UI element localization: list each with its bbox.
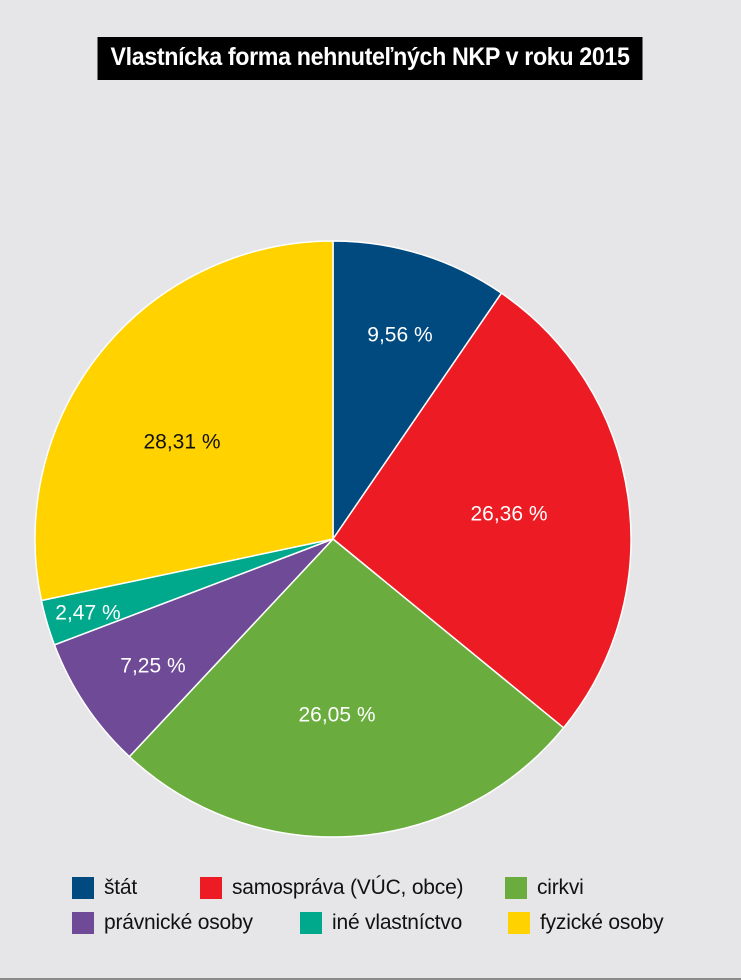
legend: štát samospráva (VÚC, obce) cirkvi právn… xyxy=(72,876,712,946)
legend-row: štát samospráva (VÚC, obce) cirkvi xyxy=(72,876,712,911)
legend-label-fyzicke-osoby: fyzické osoby xyxy=(540,911,664,934)
legend-item-fyzicke-osoby: fyzické osoby xyxy=(508,911,664,935)
pie-slice-fyzicke-osoby xyxy=(34,240,334,602)
slice-label-samosprava-vuc-obce: 26,36 % xyxy=(470,503,547,526)
legend-swatch-fyzicke-osoby xyxy=(508,912,530,934)
slice-label-ine-vlastnictvo: 2,47 % xyxy=(55,602,120,625)
legend-swatch-ine-vlastnictvo xyxy=(300,912,322,934)
chart-title: Vlastnícka forma nehnuteľných NKP v roku… xyxy=(97,37,644,80)
title-bar: Vlastnícka forma nehnuteľných NKP v roku… xyxy=(0,37,741,80)
pie-slice-cirkvi xyxy=(128,537,565,838)
pie-slice-samosprava-vuc-obce xyxy=(331,292,632,729)
slice-label-pravnicke-osoby: 7,25 % xyxy=(120,655,185,678)
legend-swatch-stat xyxy=(72,877,94,899)
legend-item-pravnicke-osoby: právnické osoby xyxy=(72,911,253,935)
legend-swatch-pravnicke-osoby xyxy=(72,912,94,934)
legend-item-ine-vlastnictvo: iné vlastníctvo xyxy=(300,911,462,935)
slice-label-stat: 9,56 % xyxy=(367,324,432,347)
slice-label-cirkvi: 26,05 % xyxy=(298,704,375,727)
pie-slice-pravnicke-osoby xyxy=(53,538,334,758)
legend-row: právnické osoby iné vlastníctvo fyzické … xyxy=(72,911,712,946)
legend-label-stat: štát xyxy=(104,876,138,899)
legend-label-samosprava: samospráva (VÚC, obce) xyxy=(232,876,464,899)
bottom-rule xyxy=(0,978,741,980)
legend-label-pravnicke-osoby: právnické osoby xyxy=(104,911,253,934)
legend-label-ine-vlastnictvo: iné vlastníctvo xyxy=(332,911,463,934)
pie-slice-stat xyxy=(332,240,503,542)
slice-label-fyzicke-osoby: 28,31 % xyxy=(143,431,220,454)
legend-item-cirkvi: cirkvi xyxy=(505,876,584,900)
legend-swatch-cirkvi xyxy=(505,877,527,899)
legend-swatch-samosprava xyxy=(200,877,222,899)
legend-item-stat: štát xyxy=(72,876,137,900)
legend-label-cirkvi: cirkvi xyxy=(537,876,584,899)
legend-item-samosprava: samospráva (VÚC, obce) xyxy=(200,876,464,900)
